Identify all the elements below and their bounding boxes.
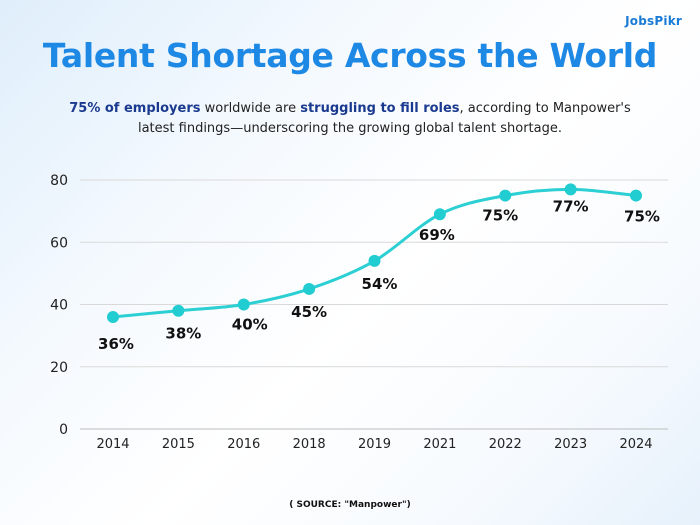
x-tick-label: 2014 [96,437,129,452]
data-label: 75% [482,207,518,225]
x-tick-label: 2018 [293,437,326,452]
subtitle-text-1: worldwide are [200,101,301,116]
y-tick-label: 60 [50,235,68,251]
data-point-2022 [499,189,512,202]
x-tick-label: 2023 [554,437,587,452]
data-label: 38% [165,325,201,343]
data-label: 77% [553,197,589,215]
data-point-2023 [564,183,577,196]
data-point-2021 [433,208,446,221]
data-point-2024 [630,189,642,202]
data-point-2016 [237,298,250,311]
subtitle-text-2: , according to Manpower's latest finding… [137,101,631,136]
x-tick-label: 2021 [423,437,456,452]
data-label: 69% [419,226,455,244]
y-tick-label: 0 [59,422,68,438]
x-tick-label: 2019 [358,437,391,452]
x-tick-label: 2015 [162,437,195,452]
data-label: 75% [624,208,660,226]
data-point-2015 [172,304,185,317]
data-point-2014 [107,310,119,323]
x-tick-label: 2016 [227,437,260,452]
brand-logo: JobsPikr [625,14,682,28]
data-label: 45% [291,303,327,321]
x-tick-label: 2024 [619,437,652,452]
data-label: 36% [98,335,134,353]
y-tick-label: 80 [50,173,68,189]
data-point-2018 [303,282,316,295]
source-note: ( SOURCE: "Manpower") [289,500,411,510]
data-label: 40% [232,316,268,334]
y-tick-label: 40 [50,298,68,314]
data-point-2019 [368,254,381,267]
page-title: Talent Shortage Across the World [42,36,658,75]
subtitle-emphasis-employers: 75% of employers [69,101,201,116]
data-label: 54% [362,275,398,293]
subtitle-emphasis-struggling: struggling to fill roles [300,101,460,116]
y-tick-label: 20 [50,360,68,376]
chart-subtitle: 75% of employers worldwide are strugglin… [60,99,640,139]
x-tick-label: 2022 [489,437,522,452]
